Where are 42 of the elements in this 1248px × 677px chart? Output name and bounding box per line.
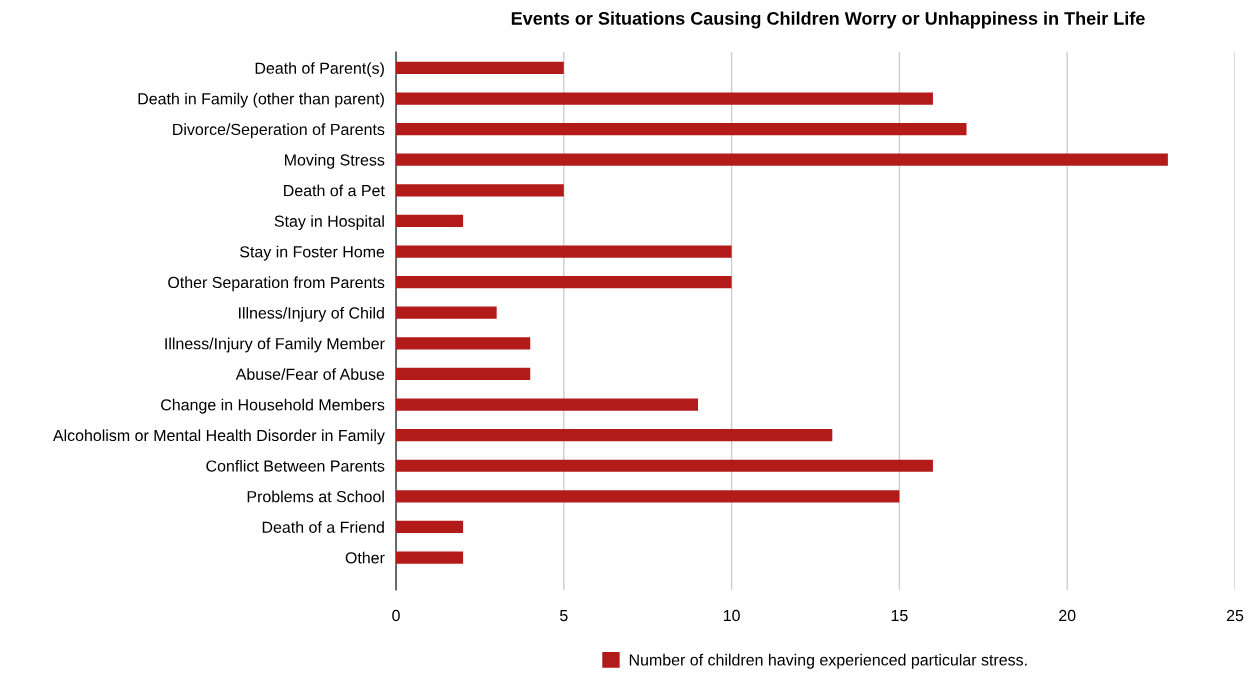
bar bbox=[396, 429, 833, 442]
y-tick-label: Stay in Hospital bbox=[274, 215, 384, 231]
bar bbox=[396, 459, 933, 472]
y-tick-label: Death of a Friend bbox=[262, 521, 384, 533]
y-tick-label: Stay in Foster Home bbox=[240, 245, 385, 261]
x-tick-label: 15 bbox=[891, 610, 908, 622]
y-tick-label: Death in Family (other than parent) bbox=[138, 92, 384, 108]
bar bbox=[396, 214, 464, 228]
x-tick-label: 10 bbox=[723, 609, 740, 622]
y-tick-label: Death of a Pet bbox=[284, 184, 385, 197]
chart-title: Events or Situations Causing Children Worry or Unhappiness in Their Life bbox=[511, 11, 1145, 29]
y-tick-label: Illness/Injury of Family Member bbox=[165, 337, 385, 353]
bar bbox=[396, 520, 464, 534]
bar bbox=[396, 367, 531, 381]
y-tick-label: Moving Stress bbox=[285, 153, 385, 169]
y-tick-label: Other Separation from Parents bbox=[168, 276, 385, 292]
x-tick-label: 20 bbox=[1059, 609, 1076, 622]
y-tick-label: Conflict Between Parents bbox=[206, 459, 385, 472]
x-tick-label: 25 bbox=[1226, 609, 1244, 622]
y-tick-label: Problems at School bbox=[247, 490, 384, 503]
bar bbox=[396, 276, 732, 289]
bar bbox=[396, 398, 699, 411]
y-tick-label: Illness/Injury of Child bbox=[239, 306, 384, 322]
bar bbox=[396, 490, 900, 503]
bar bbox=[396, 61, 564, 75]
legend-label: Number of children having experienced particular stress. bbox=[629, 653, 1027, 669]
y-tick-label: Divorce/Seperation of Parents bbox=[173, 123, 385, 139]
bar bbox=[396, 153, 1168, 166]
bar bbox=[396, 306, 497, 319]
y-tick-label: Death of Parent(s) bbox=[255, 62, 384, 78]
bar bbox=[396, 551, 464, 564]
bar bbox=[396, 184, 564, 197]
y-tick-label: Alcoholism or Mental Health Disorder in Family bbox=[52, 429, 385, 445]
x-tick-label: 5 bbox=[560, 610, 568, 622]
y-tick-label: Abuse/Fear of Abuse bbox=[235, 368, 385, 380]
y-tick-label: Other bbox=[345, 551, 385, 564]
x-tick-label: 0 bbox=[392, 609, 400, 622]
bar bbox=[396, 92, 933, 105]
bar bbox=[396, 123, 967, 136]
y-tick-label: Change in Household Members bbox=[161, 398, 385, 414]
bar bbox=[396, 245, 732, 258]
bar bbox=[396, 337, 531, 350]
